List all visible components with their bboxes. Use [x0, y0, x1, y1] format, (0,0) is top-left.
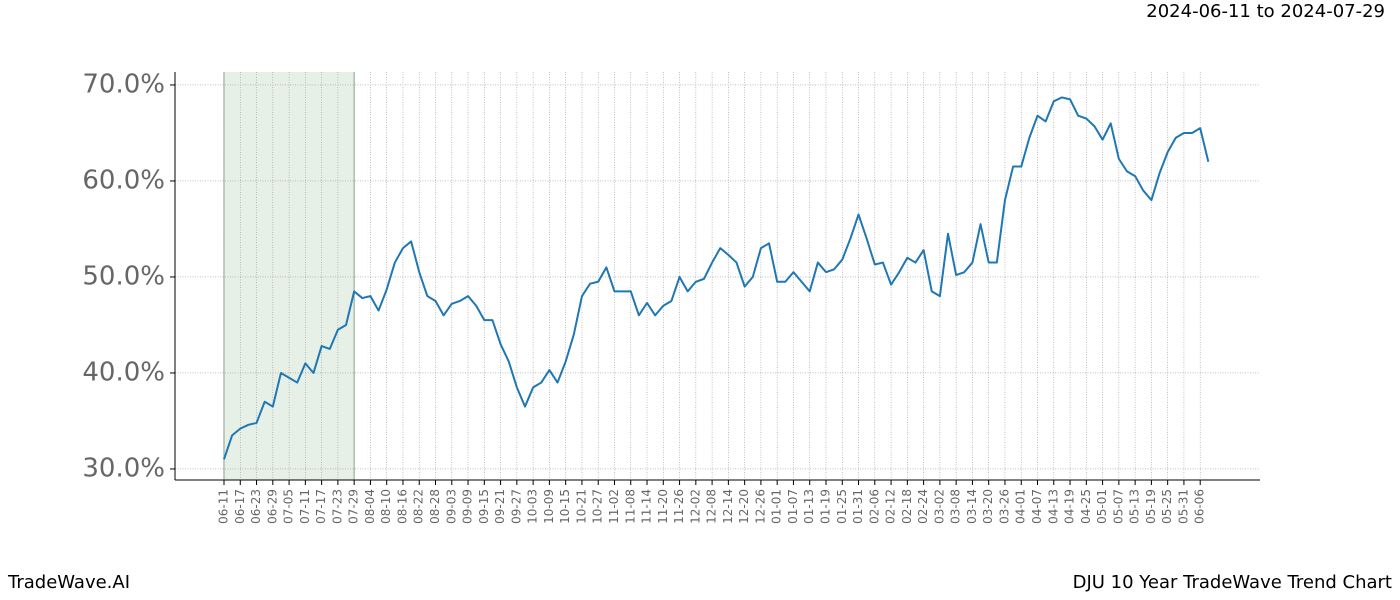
x-tick-label: 07-29 — [347, 489, 361, 524]
x-tick-label: 08-10 — [379, 489, 393, 524]
x-tick-label: 08-04 — [363, 489, 377, 524]
x-tick-label: 12-26 — [753, 489, 767, 524]
x-tick-label: 07-05 — [282, 489, 296, 524]
x-tick-label: 06-11 — [217, 489, 231, 524]
x-tick-label: 06-29 — [265, 489, 279, 524]
x-tick-label: 01-19 — [818, 489, 832, 524]
x-tick-label: 10-21 — [574, 489, 588, 524]
chart-title: DJU 10 Year TradeWave Trend Chart — [1073, 572, 1392, 593]
x-tick-label: 03-20 — [981, 489, 995, 524]
x-tick-label: 02-12 — [884, 489, 898, 524]
x-tick-label: 06-23 — [249, 489, 263, 524]
x-tick-label: 03-02 — [932, 489, 946, 524]
x-tick-label: 05-25 — [1160, 489, 1174, 524]
x-tick-label: 07-17 — [314, 489, 328, 524]
x-tick-label: 03-26 — [997, 489, 1011, 524]
x-tick-label: 09-03 — [444, 489, 458, 524]
x-tick-label: 05-19 — [1144, 489, 1158, 524]
x-tick-label: 10-27 — [591, 489, 605, 524]
x-tick-label: 01-25 — [835, 489, 849, 524]
x-tick-label: 04-13 — [1046, 489, 1060, 524]
x-tick-label: 11-08 — [623, 489, 637, 524]
x-tick-label: 11-14 — [640, 489, 654, 524]
x-tick-label: 10-09 — [542, 489, 556, 524]
x-tick-label: 06-06 — [1193, 489, 1207, 524]
x-tick-label: 04-19 — [1063, 489, 1077, 524]
x-tick-label: 02-06 — [867, 489, 881, 524]
highlight-band — [224, 72, 355, 480]
x-tick-label: 04-25 — [1079, 489, 1093, 524]
y-tick-label: 50.0% — [82, 261, 165, 291]
x-tick-label: 03-08 — [949, 489, 963, 524]
x-tick-label: 04-07 — [1030, 489, 1044, 524]
trend-line — [223, 96, 1210, 460]
y-tick-label: 60.0% — [82, 165, 165, 195]
x-tick-label: 01-01 — [770, 489, 784, 524]
date-range: 2024-06-11 to 2024-07-29 — [1146, 1, 1385, 22]
x-tick-label: 05-13 — [1128, 489, 1142, 524]
y-tick-label: 30.0% — [82, 453, 165, 483]
x-tick-label: 05-31 — [1176, 489, 1190, 524]
x-tick-label: 06-17 — [233, 489, 247, 524]
x-tick-label: 12-08 — [705, 489, 719, 524]
x-tick-label: 01-13 — [802, 489, 816, 524]
x-tick-label: 09-09 — [461, 489, 475, 524]
x-tick-label: 08-22 — [412, 489, 426, 524]
x-tick-label: 01-07 — [786, 489, 800, 524]
brand: TradeWave.AI — [7, 572, 130, 593]
x-tick-label: 11-26 — [672, 489, 686, 524]
x-tick-label: 09-21 — [493, 489, 507, 524]
x-tick-label: 09-15 — [477, 489, 491, 524]
y-tick-label: 40.0% — [82, 357, 165, 387]
x-tick-label: 02-18 — [900, 489, 914, 524]
x-tick-label: 12-02 — [688, 489, 702, 524]
x-tick-label: 12-14 — [721, 489, 735, 524]
x-tick-label: 08-16 — [395, 489, 409, 524]
x-tick-label: 12-20 — [737, 489, 751, 524]
x-tick-label: 07-11 — [298, 489, 312, 524]
x-tick-label: 05-01 — [1095, 489, 1109, 524]
x-tick-label: 07-23 — [330, 489, 344, 524]
x-tick-label: 11-20 — [656, 489, 670, 524]
x-tick-label: 04-01 — [1014, 489, 1028, 524]
x-tick-label: 01-31 — [851, 489, 865, 524]
x-tick-label: 10-15 — [558, 489, 572, 524]
x-tick-label: 05-07 — [1111, 489, 1125, 524]
x-tick-label: 09-27 — [509, 489, 523, 524]
x-tick-label: 11-02 — [607, 489, 621, 524]
x-tick-label: 10-03 — [526, 489, 540, 524]
y-tick-label: 70.0% — [82, 69, 165, 99]
x-tick-label: 02-24 — [916, 489, 930, 524]
x-tick-label: 03-14 — [965, 489, 979, 524]
x-tick-label: 08-28 — [428, 489, 442, 524]
